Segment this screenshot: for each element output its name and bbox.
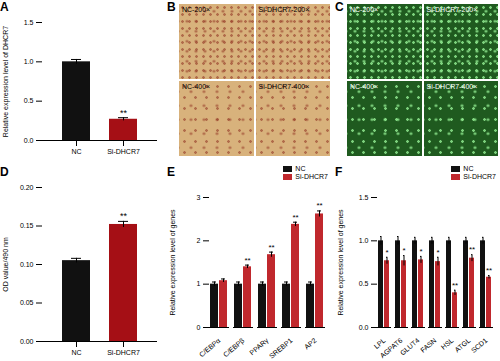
svg-text:**: ** [120, 108, 128, 118]
svg-text:NC: NC [71, 148, 81, 155]
svg-text:3: 3 [197, 194, 201, 201]
html-text:B: B [167, 0, 176, 14]
svg-text:0.5: 0.5 [24, 97, 34, 104]
svg-text:0: 0 [197, 324, 201, 331]
html-text:Si-DHCR7: Si-DHCR7 [463, 173, 496, 180]
html-text:F: F [335, 165, 343, 179]
svg-text:*: * [385, 248, 388, 257]
html-text:NC-400×: NC-400× [182, 83, 211, 90]
svg-text:0.15: 0.15 [20, 222, 34, 229]
svg-text:0.20: 0.20 [20, 184, 34, 191]
svg-text:AP2: AP2 [303, 337, 318, 351]
svg-text:Si-DHCR7: Si-DHCR7 [107, 148, 140, 155]
svg-text:NC: NC [71, 349, 81, 356]
html-text:Si-DHCR7-400×: Si-DHCR7-400× [426, 83, 478, 90]
html-text:NC: NC [463, 165, 474, 172]
svg-text:*: * [402, 246, 405, 255]
html-text:NC-200×: NC-200× [350, 6, 379, 13]
html-text:E: E [167, 165, 175, 179]
svg-text:**: ** [292, 213, 298, 222]
html-text:Si-DHCR7-200×: Si-DHCR7-200× [258, 6, 310, 13]
svg-text:**: ** [316, 201, 322, 210]
html-text:NC-400×: NC-400× [350, 83, 379, 90]
svg-text:OD value/490 nm: OD value/490 nm [2, 237, 9, 292]
svg-text:SCD1: SCD1 [470, 337, 489, 354]
html-text:NC: NC [295, 165, 306, 172]
svg-text:C/EBPβ: C/EBPβ [222, 337, 246, 359]
svg-text:1.0: 1.0 [359, 237, 369, 244]
svg-text:2: 2 [197, 237, 201, 244]
html-text:A: A [0, 0, 9, 14]
svg-text:C/EBPα: C/EBPα [198, 337, 222, 358]
svg-text:HSL: HSL [440, 337, 455, 351]
svg-text:1: 1 [197, 280, 201, 287]
svg-text:**: ** [452, 281, 458, 290]
svg-text:**: ** [486, 266, 492, 275]
html-text:Si-DHCR7-200×: Si-DHCR7-200× [426, 6, 478, 13]
svg-text:Si-DHCR7: Si-DHCR7 [107, 349, 140, 356]
svg-text:AGPAT6: AGPAT6 [379, 337, 404, 360]
html-text:NC-200×: NC-200× [182, 6, 211, 13]
svg-text:0.0: 0.0 [359, 324, 369, 331]
svg-text:0.0: 0.0 [24, 137, 34, 144]
svg-text:1.0: 1.0 [24, 58, 34, 65]
svg-text:FASN: FASN [419, 337, 438, 354]
html-text:D: D [0, 165, 9, 179]
svg-text:SREBP1: SREBP1 [268, 337, 294, 360]
svg-text:*: * [419, 247, 422, 256]
svg-text:ATGL: ATGL [453, 337, 471, 354]
svg-text:**: ** [120, 211, 128, 221]
svg-text:0.00: 0.00 [20, 338, 34, 345]
html-text:Si-DHCR7: Si-DHCR7 [295, 173, 328, 180]
svg-text:**: ** [244, 256, 250, 265]
svg-text:*: * [436, 248, 439, 257]
svg-text:0.10: 0.10 [20, 261, 34, 268]
svg-text:PPARγ: PPARγ [248, 336, 270, 357]
svg-text:Relative expression level of g: Relative expression level of genes [337, 209, 345, 316]
svg-text:1.5: 1.5 [24, 19, 34, 26]
svg-text:0.05: 0.05 [20, 299, 34, 306]
html-text:C: C [335, 0, 344, 14]
svg-text:**: ** [268, 243, 274, 252]
svg-text:Relative expression level of g: Relative expression level of genes [169, 209, 177, 316]
svg-text:LPL: LPL [372, 336, 387, 351]
html-text:Si-DHCR7-400×: Si-DHCR7-400× [258, 83, 310, 90]
svg-text:1.5: 1.5 [359, 194, 369, 201]
svg-text:0.5: 0.5 [359, 280, 369, 287]
svg-text:**: ** [469, 245, 475, 254]
svg-text:Relative expression level of D: Relative expression level of DHCR7 [2, 26, 10, 137]
svg-text:GLUT4: GLUT4 [399, 337, 421, 357]
